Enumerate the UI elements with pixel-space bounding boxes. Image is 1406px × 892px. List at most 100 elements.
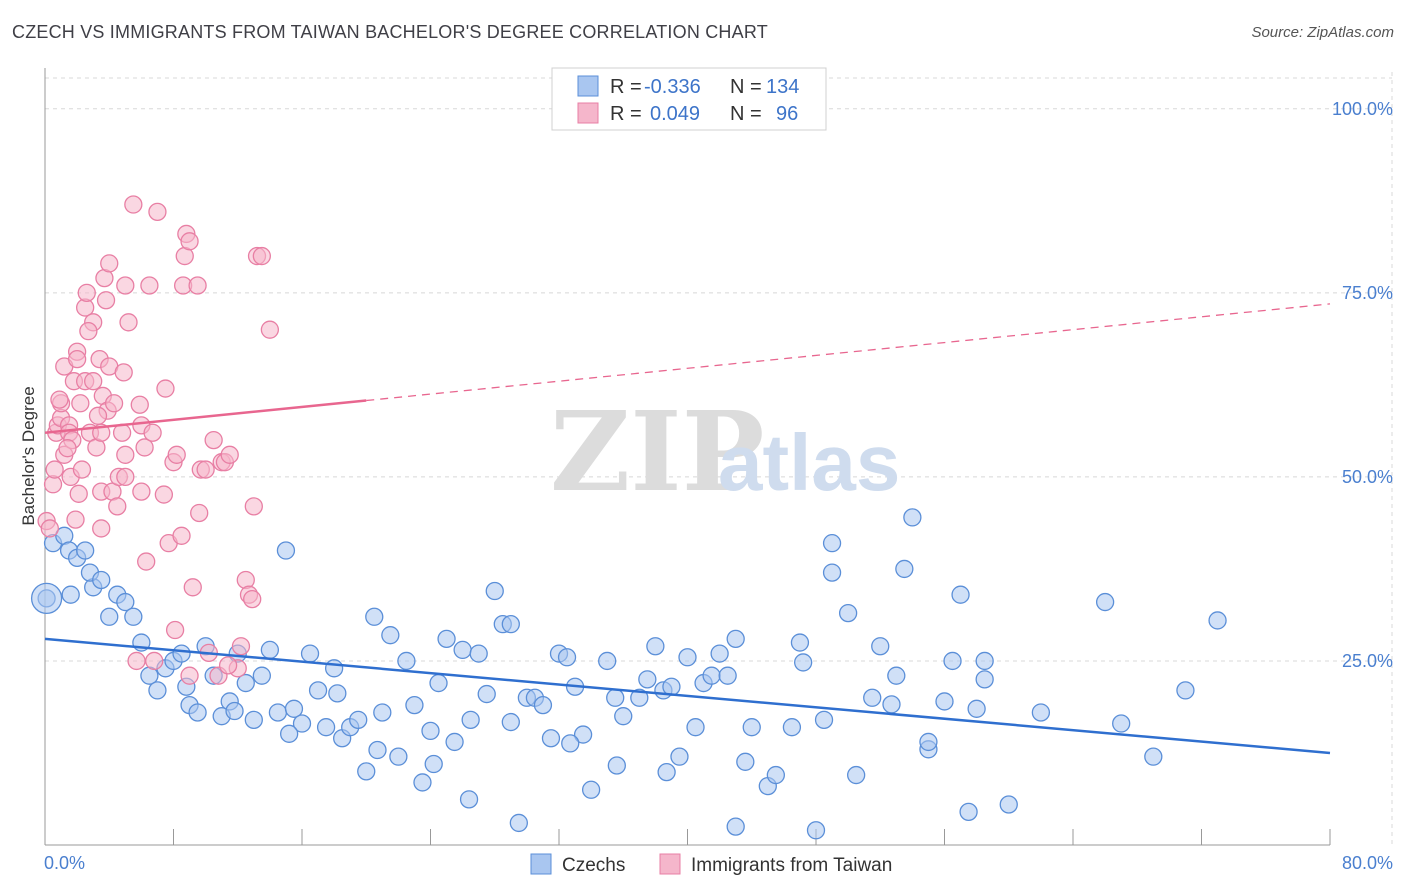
legend-n-label-czechs: N = [730, 76, 762, 98]
czech-point-83 [702, 666, 721, 685]
czech-point-12 [116, 592, 135, 612]
y-tick-label-3: 100.0% [1332, 99, 1393, 119]
series-legend: Czechs Immigrants from Taiwan [530, 853, 892, 876]
czech-point-69 [573, 725, 593, 744]
axes [44, 68, 1331, 846]
taiwan-point-58 [172, 526, 191, 545]
czech-point-58 [485, 581, 504, 601]
taiwan-point-65 [188, 276, 207, 295]
czech-point-80 [678, 648, 697, 667]
czech-point-91 [782, 718, 802, 737]
czech-point-90 [766, 765, 785, 785]
czech-point-113 [999, 795, 1018, 814]
czech-point-109 [959, 802, 978, 822]
taiwan-point-80 [260, 320, 280, 339]
czech-point-73 [614, 707, 633, 726]
taiwan-point-84 [88, 406, 108, 425]
czech-point-32 [276, 541, 296, 560]
bottom-legend-label-taiwan: Immigrants from Taiwan [691, 855, 892, 876]
czech-point-35 [300, 644, 320, 663]
taiwan-point-93 [243, 589, 262, 609]
czech-point-130 [459, 790, 479, 809]
czech-point-56 [469, 644, 488, 663]
taiwan-point-51 [143, 423, 162, 442]
taiwan-point-16 [67, 349, 87, 369]
taiwan-point-87 [137, 552, 156, 571]
czech-point-87 [726, 817, 745, 836]
czech-point-117 [1144, 747, 1163, 766]
legend-n-label-taiwan: N = [730, 103, 762, 125]
czech-point-71 [598, 651, 617, 671]
bottom-legend-label-czechs: Czechs [562, 855, 625, 876]
czech-point-64 [533, 695, 553, 715]
taiwan-point-44 [124, 195, 143, 214]
legend-n-value-taiwan: 96 [776, 103, 798, 125]
czech-point-95 [822, 534, 842, 553]
x-tick-label-0: 0.0% [44, 853, 85, 873]
czech-point-36 [308, 681, 328, 700]
czech-point-53 [445, 732, 464, 752]
taiwan-point-81 [50, 390, 69, 409]
czech-point-78 [662, 677, 681, 696]
czech-point-108 [951, 585, 970, 604]
czech-point-65 [541, 729, 561, 748]
czech-point-127 [657, 762, 676, 782]
legend-swatch-taiwan [577, 102, 599, 124]
czech-point-105 [919, 732, 938, 752]
trend-line-czechs [44, 637, 1331, 755]
czech-point-55 [461, 710, 480, 729]
czech-point-34 [292, 714, 312, 733]
czech-point-79 [670, 747, 689, 766]
taiwan-point-48 [132, 482, 151, 501]
taiwan-point-41 [116, 276, 135, 295]
czech-point-33 [284, 699, 304, 718]
taiwan-point-1 [40, 519, 59, 538]
czech-point-41 [349, 710, 368, 729]
watermark-atlas: atlas [718, 418, 900, 507]
taiwan-point-21 [77, 283, 96, 303]
taiwan-point-24 [84, 372, 103, 391]
czech-point-38 [324, 659, 344, 678]
czech-point-13 [124, 607, 143, 626]
taiwan-point-35 [100, 254, 119, 273]
czech-point-84 [710, 644, 729, 663]
czech-point-119 [1208, 611, 1227, 630]
taiwan-point-63 [180, 666, 199, 685]
watermark-zip: ZIP [550, 387, 764, 516]
czech-point-81 [686, 718, 705, 737]
x-tick-label-1: 80.0% [1342, 853, 1393, 873]
czech-point-111 [975, 651, 994, 671]
taiwan-point-45 [116, 467, 135, 487]
czech-point-60 [501, 614, 520, 634]
czech-point-27 [236, 673, 255, 693]
trend-line-taiwan-dashed [366, 303, 1331, 402]
stats-legend: R = -0.336 N = 134 R = 0.049 N = 96 [551, 67, 827, 131]
legend-n-value-czechs: 134 [766, 76, 799, 98]
czech-point-49 [413, 773, 432, 792]
chart-source: Source: ZipAtlas.com [1251, 24, 1394, 41]
taiwan-point-74 [231, 637, 251, 656]
taiwan-point-53 [148, 202, 167, 222]
czech-point-46 [389, 747, 408, 766]
taiwan-point-54 [156, 379, 175, 398]
czech-point-125 [279, 724, 299, 743]
czech-point-126 [368, 740, 387, 760]
taiwan-point-83 [79, 321, 98, 341]
taiwan-point-89 [165, 620, 185, 640]
taiwan-point-67 [196, 460, 215, 479]
taiwan-point-43 [119, 313, 138, 332]
taiwan-point-32 [96, 291, 116, 310]
czech-point-98 [847, 765, 866, 785]
y-tick-label-1: 50.0% [1342, 467, 1393, 487]
y-tick-label-0: 25.0% [1342, 651, 1393, 671]
czech-point-44 [373, 703, 392, 722]
taiwan-point-95 [58, 439, 77, 458]
taiwan-point-64 [183, 578, 202, 597]
czech-point-21 [188, 703, 207, 722]
czech-point-30 [260, 640, 280, 660]
czech-point-131 [607, 756, 626, 775]
taiwan-point-52 [145, 651, 164, 671]
taiwan-point-18 [72, 460, 92, 479]
czech-point-16 [148, 681, 167, 700]
